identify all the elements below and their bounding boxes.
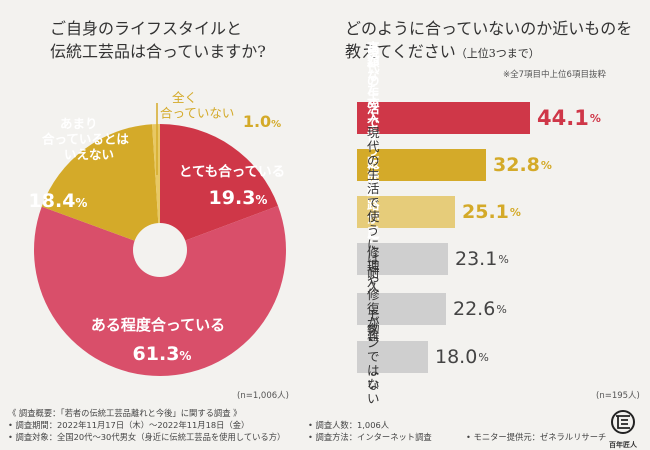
bar-value-2: 25.1% (462, 201, 521, 223)
bar-value-0: 44.1% (537, 106, 601, 130)
pie-label-3-line-1: 合っていない (160, 106, 234, 121)
bar-0 (357, 102, 530, 134)
pie-label-0-line-0: とても合っている (179, 163, 285, 180)
pie-label-2-line-1: 合っているとは (42, 132, 129, 147)
pie-label-2-line-2: いえない (64, 147, 114, 162)
bar-value-4: 22.6% (453, 298, 507, 320)
slice-very-suited (160, 124, 279, 250)
bar-5 (357, 341, 428, 373)
right-title-line2: 教えてください（上位3つまで） (345, 40, 632, 65)
bar-value-1: 32.8% (493, 154, 552, 176)
pie-value-0: 19.3% (209, 187, 268, 209)
footer-period: • 調査期間：2022年11月17日（木）～2022年11月18日（金） (8, 420, 250, 430)
footer-count: • 調査人数：1,006人 (308, 420, 390, 430)
left-title-line1: ご自身のライフスタイルと (50, 19, 243, 38)
pie-label-3-line-0: 全く (172, 90, 197, 105)
pie-label-1-line-0: ある程度合っている (91, 316, 225, 334)
right-chart-title: どのように合っていないのか近いものを 教えてください（上位3つまで） (345, 17, 632, 65)
footer-method: • 調査方法：インターネット調査 (308, 432, 432, 442)
footer-summary: 《 調査概要：「若者の伝統工芸品離れと今後」に関する調査 》 (8, 408, 242, 418)
bar-3 (357, 243, 448, 275)
slice-not-very-suited (41, 124, 160, 250)
bar-label-5: モダンではない (367, 308, 380, 406)
pie-value-1: 61.3% (133, 343, 192, 365)
pie-value-3: 1.0% (243, 112, 281, 131)
left-chart-title: ご自身のライフスタイルと 伝統工芸品は合っていますか? (50, 17, 266, 63)
bar-n-label: (n=195人) (596, 391, 640, 401)
bar-2 (357, 196, 455, 228)
bar-1 (357, 149, 486, 181)
footer-row-1: 《 調査概要：「若者の伝統工芸品離れと今後」に関する調査 》 (8, 407, 285, 419)
footer-monitor: • モニター提供元：ゼネラルリサーチ (466, 432, 607, 442)
slice-not-suited-at-all (152, 124, 160, 250)
pie-value-2: 18.4% (29, 190, 88, 212)
bar-value-5: 18.0% (435, 346, 489, 368)
footer-target: • 調査対象：全国20代～30代男女（身近に伝統工芸品を使用している方） (8, 432, 286, 442)
logo-text: 百年匠人 (609, 441, 637, 449)
survey-footer: 《 調査概要：「若者の伝統工芸品離れと今後」に関する調査 》 • 調査期間：20… (8, 407, 606, 443)
pie-label-2-line-0: あまり (60, 116, 98, 131)
slice-somewhat-suited (34, 205, 287, 376)
brand-logo: 百年匠人 (606, 409, 640, 450)
right-chart-note: ※全7項目中上位6項目抜粋 (503, 70, 606, 80)
pie-n-label: (n=1,006人) (237, 391, 289, 401)
bar-4 (357, 293, 446, 325)
left-title-line2: 伝統工芸品は合っていますか? (50, 42, 266, 61)
bar-value-3: 23.1% (455, 248, 509, 270)
right-title-line1: どのように合っていないのか近いものを (345, 19, 633, 38)
footer-row-2: • 調査期間：2022年11月17日（木）～2022年11月18日（金） • 調… (8, 419, 389, 431)
footer-row-3: • 調査対象：全国20代～30代男女（身近に伝統工芸品を使用している方） • 調… (8, 431, 606, 443)
right-title-main: 教えてください (345, 42, 456, 61)
right-title-suffix: （上位3つまで） (455, 47, 540, 60)
pie-chart: とても合っている 19.3% ある程度合っている 61.3% あまり合っているとはいえな… (29, 90, 287, 376)
logo-mark-icon (611, 410, 635, 434)
pie-center-hole (133, 223, 187, 277)
